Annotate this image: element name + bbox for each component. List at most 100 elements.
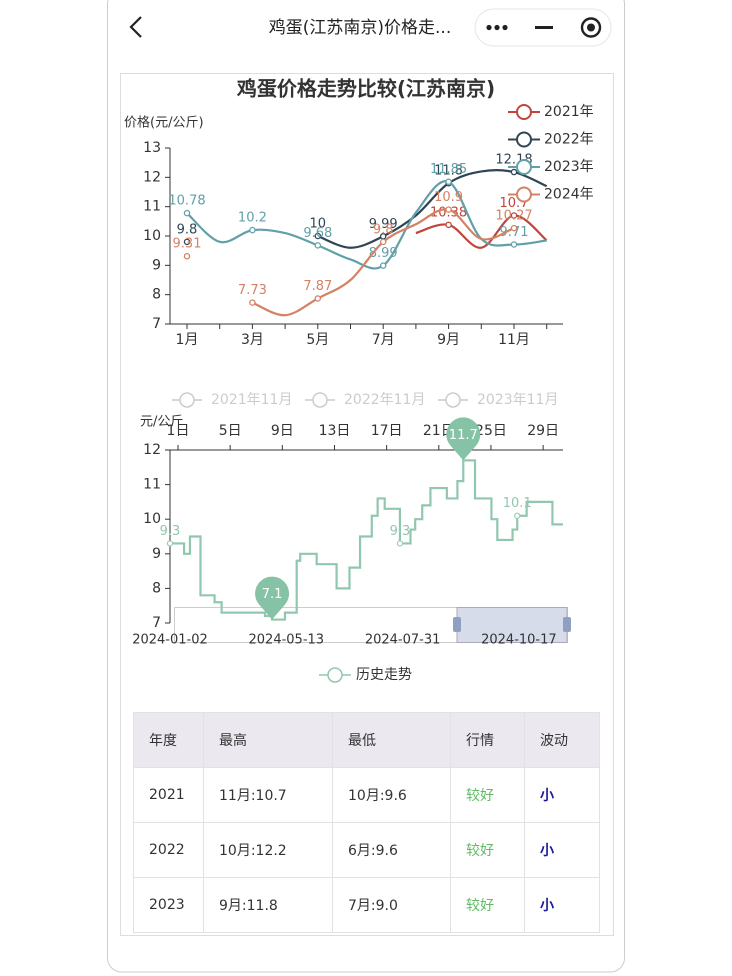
data-point — [379, 262, 387, 269]
zoom-window — [456, 607, 568, 643]
data-point — [183, 209, 191, 217]
table-row: 2021 11月:10.7 10月:9.6 较好小 — [133, 767, 600, 823]
y-axis-title: 价格(元/公斤) — [124, 115, 204, 131]
legend-icon — [312, 392, 328, 408]
y-tick-label: 13 — [143, 140, 161, 156]
x-tick-label: 5月 — [306, 332, 329, 348]
y-tick-label: 9 — [152, 257, 161, 273]
table-cell: 9月:11.8 — [203, 877, 333, 933]
x-tick-label: 11月 — [498, 332, 530, 348]
slider-label: 2024-05-13 — [249, 633, 325, 648]
data-label: 10.78 — [168, 194, 205, 209]
y-tick-label: 8 — [152, 580, 161, 596]
minimize-button[interactable] — [535, 26, 553, 29]
header-cell: 最低 — [332, 712, 451, 768]
legend-label: 2023年11月 — [477, 392, 558, 408]
data-label: 9.8 — [373, 222, 394, 237]
y-tick-label: 10 — [143, 228, 161, 244]
x-tick-label: 1月 — [176, 332, 199, 348]
data-point — [379, 238, 387, 246]
slider-label: 2024-07-31 — [365, 633, 441, 648]
data-label: 9.99 — [369, 217, 398, 232]
x-tick-label: 29日 — [527, 423, 559, 439]
data-point — [183, 238, 191, 246]
header-cell: 最高 — [203, 712, 333, 768]
data-label: 11.8 — [434, 164, 463, 179]
table-cell: 2021 — [133, 767, 204, 823]
x-tick-label: 25日 — [475, 423, 507, 439]
y-tick-label: 8 — [152, 287, 161, 303]
legend-icon — [516, 186, 532, 203]
data-point — [445, 221, 452, 229]
data-label: 9.68 — [303, 226, 332, 241]
legend-label: 2021年 — [544, 104, 594, 120]
legend-icon — [516, 104, 532, 120]
table-cell: 2023 — [133, 877, 204, 933]
legend-label: 2021年11月 — [211, 392, 292, 408]
slider-label: 2024-10-17 — [481, 633, 557, 648]
chart-title: 鸡蛋价格走势比较(江苏南京) — [236, 77, 495, 101]
series-line — [170, 459, 563, 621]
legend-icon — [516, 131, 532, 148]
x-tick-label: 13日 — [319, 423, 351, 439]
data-point — [183, 252, 191, 260]
mark-pin-label: 11.7 — [449, 428, 478, 443]
x-tick-label: 9日 — [271, 423, 294, 439]
table-cell: 较好 — [450, 822, 525, 878]
header-cell: 年度 — [133, 712, 204, 768]
table-row: 2022 10月:12.2 6月:9.6 较好小 — [133, 822, 600, 878]
summary-table: 年度 最高 最低 行情 波动 2021 11月:10.7 10月:9.6 较好小 2022 10月:… — [133, 712, 600, 933]
y-tick-label: 11 — [143, 477, 161, 493]
data-point — [445, 206, 452, 213]
y-tick-label: 11 — [143, 199, 161, 215]
data-point — [510, 241, 518, 248]
legend-icon — [516, 159, 532, 175]
data-point — [396, 540, 404, 547]
mark-pin — [255, 576, 290, 620]
legend-icon — [445, 392, 461, 408]
data-label: 10.9 — [434, 190, 463, 205]
data-point — [510, 212, 518, 219]
x-tick-label: 5日 — [219, 423, 242, 439]
table-cell: 11月:10.7 — [203, 767, 333, 823]
nav-title: 鸡蛋(江苏南京)价格走... — [269, 18, 451, 38]
y-tick-label: 12 — [143, 442, 161, 458]
mark-pin — [446, 417, 481, 461]
zoom-handle — [453, 617, 461, 632]
back-button[interactable] — [129, 16, 142, 38]
y-tick-label: 12 — [143, 169, 161, 185]
data-label: 7.73 — [238, 283, 267, 298]
slider-label: 2024-01-02 — [132, 633, 208, 648]
more-button[interactable] — [486, 24, 508, 31]
table-cell: 10月:12.2 — [203, 822, 333, 878]
data-point — [510, 168, 518, 176]
data-label: 9.3 — [390, 524, 411, 539]
data-point — [249, 299, 256, 306]
legend-label: 2024年 — [544, 187, 594, 203]
x-tick-label: 17日 — [371, 423, 403, 439]
data-label: 11.85 — [430, 162, 467, 177]
table-cell: 10月:9.6 — [332, 767, 451, 823]
legend-label: 2022年11月 — [344, 392, 425, 408]
data-label: 10.27 — [495, 209, 532, 224]
zoom-handle — [563, 617, 571, 632]
data-point — [249, 226, 256, 234]
x-tick-label: 7月 — [372, 332, 395, 348]
data-point — [514, 512, 521, 519]
x-tick-label: 3月 — [241, 332, 264, 348]
table-cell: 小 — [524, 822, 600, 878]
y-tick-label: 7 — [152, 615, 161, 631]
legend-label: 2022年 — [544, 132, 594, 148]
data-point — [314, 232, 322, 240]
data-point — [166, 540, 174, 547]
table-cell: 2022 — [133, 822, 204, 878]
table-cell: 较好 — [450, 877, 525, 933]
header-cell: 波动 — [524, 712, 600, 768]
data-point — [445, 178, 452, 185]
data-point — [314, 242, 322, 249]
card — [120, 73, 614, 936]
legend-icon — [327, 667, 343, 683]
close-button[interactable] — [580, 17, 602, 38]
data-label: 9.8 — [177, 222, 198, 237]
